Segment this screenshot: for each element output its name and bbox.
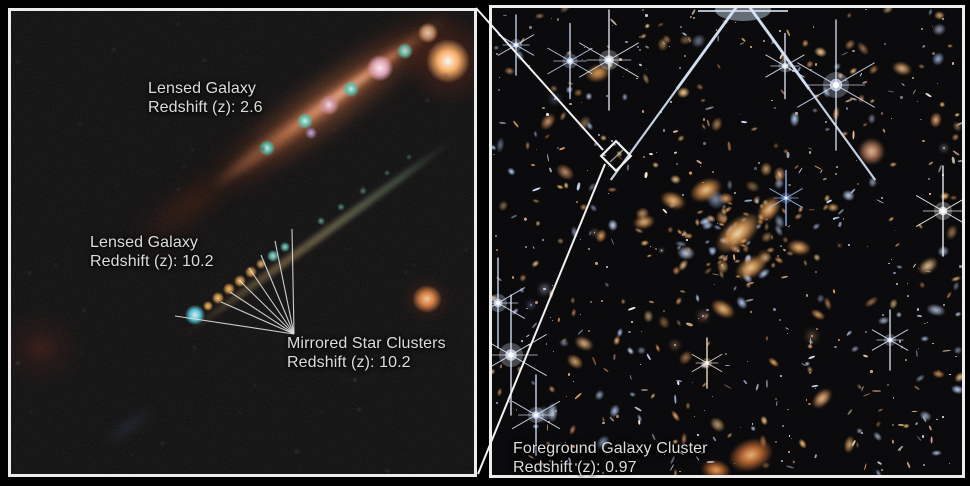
annotation-line: Redshift (z): 10.2 (287, 354, 411, 371)
annotation-line: Lensed Galaxy (90, 234, 199, 251)
wide-field-panel-image (489, 5, 965, 478)
annotation-mirrored-star-clusters: Mirrored Star Clusters Redshift (z): 10.… (287, 334, 446, 372)
annotation-line: Lensed Galaxy (148, 80, 257, 97)
annotation-lensed-galaxy-z102: Lensed Galaxy Redshift (z): 10.2 (90, 233, 214, 271)
annotation-line: Redshift (z): 2.6 (148, 99, 263, 116)
annotation-line: Foreground Galaxy Cluster (513, 440, 708, 457)
annotation-lensed-galaxy-z26: Lensed Galaxy Redshift (z): 2.6 (148, 79, 263, 117)
annotation-foreground-cluster: Foreground Galaxy Cluster Redshift (z): … (513, 439, 708, 477)
annotation-line: Redshift (z): 0.97 (513, 459, 637, 476)
starfield (492, 8, 962, 475)
annotation-line: Redshift (z): 10.2 (90, 253, 214, 270)
annotation-line: Mirrored Star Clusters (287, 335, 446, 352)
